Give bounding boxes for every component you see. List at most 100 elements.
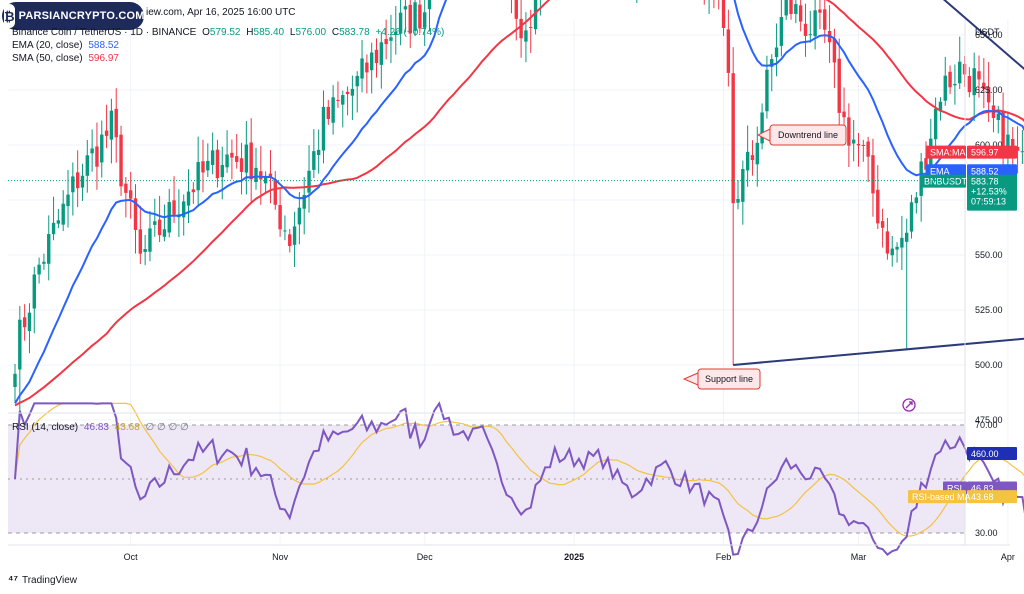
candle-up [360,58,364,79]
candle-down [384,38,388,45]
candle-up [167,202,171,233]
watermark-text: PARSIANCRYPTO.COM [18,10,145,22]
callout-box [769,124,847,146]
candle-up [760,112,764,144]
price-tick-label: 650.00 [975,30,1003,40]
candle-up [895,246,899,250]
candle-up [938,101,943,112]
candle-up [953,83,957,86]
candle-up [808,34,812,36]
candle-up [779,16,784,46]
last-price-tag-text: +12.53% [971,187,1007,197]
candle-down [104,130,109,136]
candle-up [27,312,32,332]
sma-price-tag-text: 596.97 [971,148,999,158]
candle-down [365,62,369,73]
downtrend-trendline [942,0,1024,71]
candle-up [890,248,894,256]
rsi-value: 46.83 [83,422,109,433]
candle-up [794,4,798,14]
callout-label: Downtrend line [778,130,838,140]
candle-down [847,117,851,146]
callout-pointer [756,128,771,142]
candle-up [784,0,788,16]
candle-up [186,191,191,206]
ema-20-line [14,0,1024,404]
last-price-tag-text: 583.78 [971,177,999,187]
price-tick-label: 525.00 [975,305,1003,315]
candle-up [331,97,335,123]
candle-up [958,61,962,84]
candle-down [885,231,890,254]
candle-down [249,142,253,180]
currency-label: USDT [975,27,1000,37]
candle-up [774,47,779,58]
time-tick-label: Nov [272,552,289,562]
symbol-legend[interactable]: Binance Coin / TetherUS · 1D · BINANCE O… [12,27,444,38]
rsi-tick-label: 30.00 [975,528,998,538]
candle-up [47,234,51,264]
candle-down [726,29,731,73]
high-label: H [246,27,254,38]
ema-legend[interactable]: EMA (20, close) 588.52 [12,40,119,51]
candle-up [196,162,200,191]
candle-down [215,149,220,179]
rsi-ma-value: 43.68 [114,422,140,433]
support-trendline [733,337,1024,366]
candle-up [423,12,427,28]
candle-up [148,228,152,252]
candle-down [798,5,803,22]
candle-up [755,142,759,165]
candle-down [230,152,234,158]
candle-up [32,274,36,309]
candle-down [345,91,350,95]
symbol-name: Binance Coin / TetherUS · 1D · BINANCE [12,27,197,38]
open-label: O [202,27,210,38]
candle-down [114,108,118,138]
rsi-placeholders: ∅ ∅ ∅ ∅ [145,422,189,433]
price-tags: 745.29460.00596.97588.52583.78+12.53%07:… [8,145,1017,504]
callout-label: Support line [705,374,753,384]
tradingview-brand[interactable]: ⁴⁷ TradingView [8,574,77,586]
candle-up [813,10,817,37]
candle-up [80,175,85,188]
candle-up [312,151,316,170]
change-value: +4.26 (+0.74%) [375,27,445,38]
candle-up [851,139,856,144]
ema-name-tag [926,164,966,178]
candle-up [770,59,774,67]
candles [13,0,1024,420]
candle-down [128,190,133,199]
candle-up [745,151,750,171]
symbol-name-tag-text: BNBUSDT [924,177,968,187]
candle-down [201,161,205,173]
candle-up [263,177,268,184]
high-value: 585.40 [253,27,285,38]
candle-down [124,183,128,193]
rsi-tick-label: 70.00 [975,420,998,430]
candle-down [832,38,837,63]
price-tick-label: 625.00 [975,85,1003,95]
sma-50-line [14,0,1024,407]
candle-up [162,229,167,237]
candle-up [51,222,56,235]
candle-up [153,221,157,225]
candle-down [823,9,827,30]
candle-up [71,176,75,193]
candle-up [736,198,740,203]
rsi-value-tag-text: 46.83 [971,484,994,494]
rsi-line [14,401,1024,556]
candle-down [95,146,99,167]
rsi-legend[interactable]: RSI (14, close) 46.83 43.68 ∅ ∅ ∅ ∅ [12,422,189,433]
candle-up [914,197,919,204]
candle-up [18,319,22,370]
candle-down [278,205,282,230]
ema-price-tag-text: 588.52 [971,166,999,176]
candle-down [721,0,726,29]
sma-price-tag [967,145,1017,159]
sma-legend[interactable]: SMA (50, close) 596.97 [12,53,119,64]
candle-up [933,108,938,140]
candle-up [350,88,355,96]
price-tick-label: 550.00 [975,250,1003,260]
